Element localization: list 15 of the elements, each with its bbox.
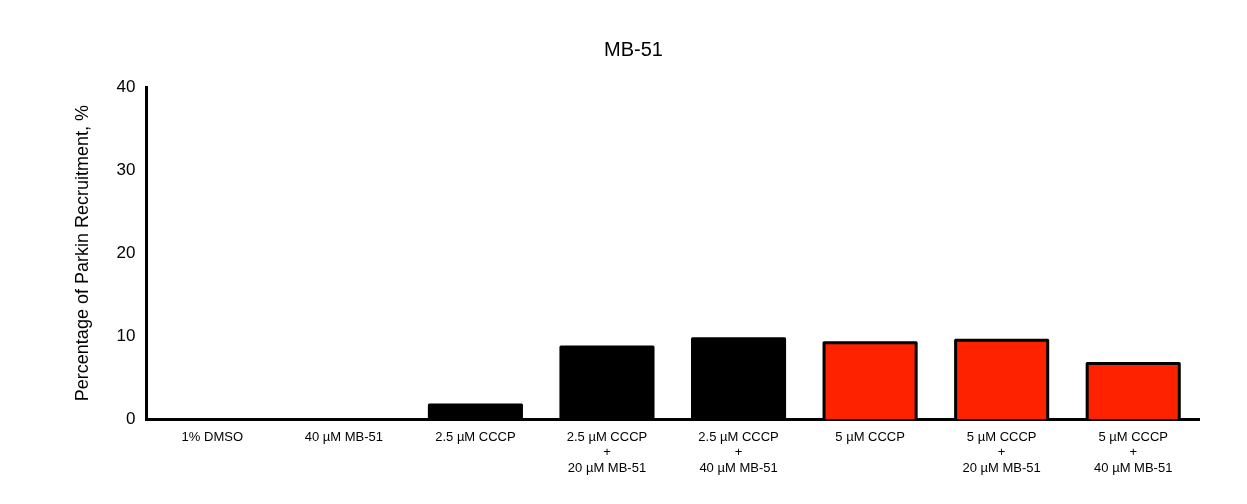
- x-tick-label: 2.5 µM CCCP: [435, 428, 516, 444]
- x-tick-label: 2.5 µM CCCP + 20 µM MB-51: [566, 428, 648, 475]
- x-tick-label: 40 µM MB-51: [304, 428, 383, 444]
- x-tick-label: 5 µM CCCP + 40 µM MB-51: [1094, 428, 1173, 475]
- y-tick-label: 30: [116, 159, 136, 179]
- x-tick-label: 5 µM CCCP + 20 µM MB-51: [962, 428, 1041, 475]
- y-axis-title: Percentage of Parkin Recruitment, %: [71, 105, 92, 402]
- y-tick-label: 40: [116, 76, 136, 96]
- y-tick-label: 20: [116, 242, 136, 262]
- y-tick-label: 0: [126, 408, 136, 428]
- x-tick-label: 2.5 µM CCCP + 40 µM MB-51: [698, 428, 779, 475]
- x-tick-label: 5 µM CCCP: [835, 428, 905, 444]
- y-tick-label: 10: [116, 325, 136, 345]
- x-tick-label: 1% DMSO: [181, 428, 243, 444]
- chart-title: MB-51: [604, 37, 663, 60]
